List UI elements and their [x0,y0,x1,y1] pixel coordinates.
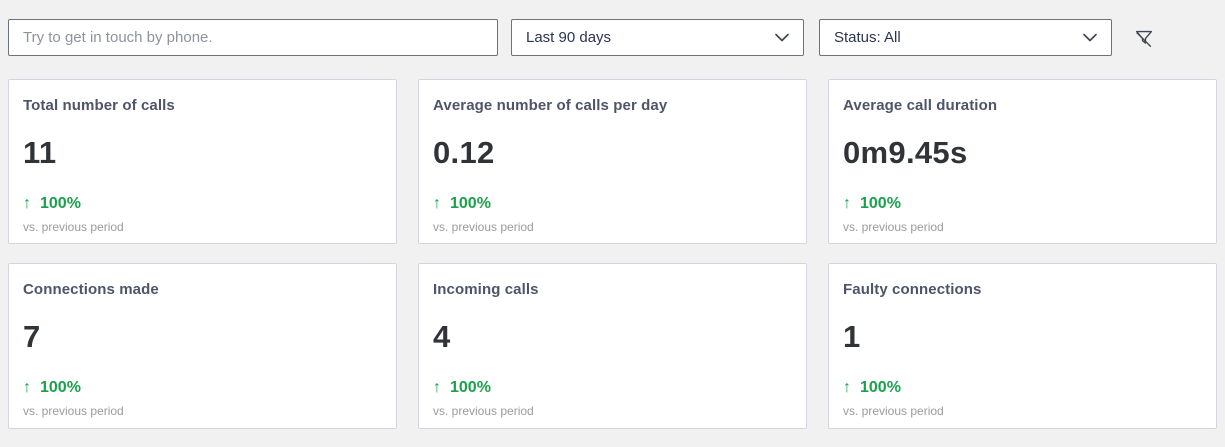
trend-percent: 100% [40,195,81,212]
comparison-label: vs. previous period [23,220,124,234]
trend-percent: 100% [40,379,81,396]
chevron-down-icon [1083,33,1097,42]
search-input[interactable] [8,19,498,56]
stat-title: Total number of calls [23,97,175,114]
trend-up-arrow-icon: ↑ [433,379,441,396]
stat-value: 11 [23,135,57,170]
stat-card-avg-calls-per-day: Average number of calls per day 0.12 ↑ 1… [418,79,807,244]
stat-title: Incoming calls [433,281,539,298]
trend-percent: 100% [860,379,901,396]
status-select[interactable]: Status: All [819,19,1112,56]
stat-cards-grid: Total number of calls 11 ↑ 100% vs. prev… [8,79,1217,429]
filter-off-icon [1133,27,1155,49]
trend-up-arrow-icon: ↑ [23,379,31,396]
stat-card-incoming-calls: Incoming calls 4 ↑ 100% vs. previous per… [418,263,807,429]
stat-trend: ↑ 100% [23,379,382,397]
stat-trend: ↑ 100% [23,195,382,213]
trend-percent: 100% [450,379,491,396]
trend-up-arrow-icon: ↑ [843,195,851,212]
stat-title: Average number of calls per day [433,97,668,114]
trend-percent: 100% [450,195,491,212]
comparison-label: vs. previous period [433,220,534,234]
stat-trend: ↑ 100% [433,195,792,213]
comparison-label: vs. previous period [433,404,534,418]
chevron-down-icon [775,33,789,42]
comparison-label: vs. previous period [843,404,944,418]
comparison-label: vs. previous period [23,404,124,418]
stat-trend: ↑ 100% [843,195,1202,213]
stat-card-faulty-connections: Faulty connections 1 ↑ 100% vs. previous… [828,263,1217,429]
stat-card-total-calls: Total number of calls 11 ↑ 100% vs. prev… [8,79,397,244]
comparison-label: vs. previous period [843,220,944,234]
stat-title: Connections made [23,281,159,298]
trend-up-arrow-icon: ↑ [23,195,31,212]
stat-value: 0m9.45s [843,135,968,170]
clear-filters-button[interactable] [1131,25,1157,51]
stat-title: Faulty connections [843,281,982,298]
stat-value: 7 [23,319,41,354]
status-value: Status: All [834,29,901,46]
stat-trend: ↑ 100% [843,379,1202,397]
stat-card-connections-made: Connections made 7 ↑ 100% vs. previous p… [8,263,397,429]
stat-card-avg-call-duration: Average call duration 0m9.45s ↑ 100% vs.… [828,79,1217,244]
stat-trend: ↑ 100% [433,379,792,397]
trend-up-arrow-icon: ↑ [433,195,441,212]
trend-up-arrow-icon: ↑ [843,379,851,396]
filters-toolbar: Last 90 days Status: All [8,19,1217,56]
stat-value: 4 [433,319,451,354]
stat-title: Average call duration [843,97,998,114]
stat-value: 0.12 [433,135,495,170]
stat-value: 1 [843,319,861,354]
date-range-select[interactable]: Last 90 days [511,19,804,56]
date-range-value: Last 90 days [526,29,612,46]
trend-percent: 100% [860,195,901,212]
